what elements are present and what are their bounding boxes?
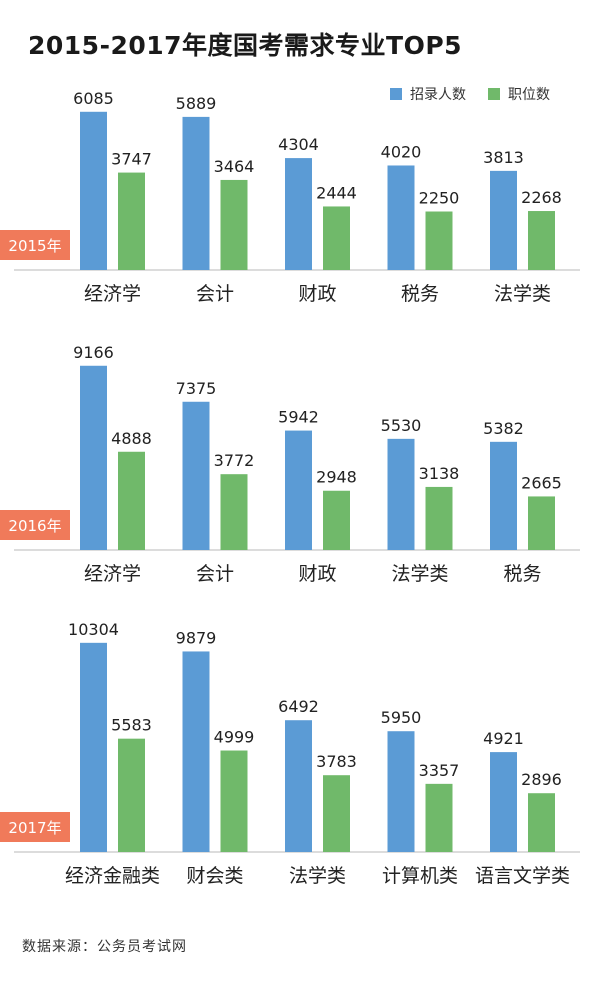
- data-label: 2896: [521, 770, 562, 789]
- data-label: 4921: [483, 729, 524, 748]
- year-tag: [0, 510, 70, 540]
- legend-item-series2: 职位数: [488, 84, 550, 104]
- bar-series1: [182, 116, 210, 270]
- bar-series1: [490, 752, 517, 852]
- legend-swatch-series1: [390, 88, 402, 100]
- data-label: 3747: [111, 150, 152, 169]
- data-label: 4888: [111, 429, 152, 448]
- bar-series1: [490, 170, 517, 270]
- data-label: 4304: [278, 135, 319, 154]
- category-label: 财政: [298, 283, 336, 305]
- data-label: 7375: [176, 379, 217, 398]
- bar-series1: [80, 111, 107, 270]
- data-label: 3464: [214, 157, 255, 176]
- category-label: 计算机类: [382, 865, 458, 887]
- data-label: 3783: [316, 752, 357, 771]
- legend-swatch-series2: [488, 88, 500, 100]
- data-label: 3357: [419, 761, 460, 780]
- bar-series1: [182, 401, 210, 550]
- data-label: 10304: [68, 620, 119, 639]
- data-label: 3813: [483, 148, 524, 167]
- year-tag-label: 2017年: [8, 819, 61, 837]
- legend: 招录人数 职位数: [390, 84, 550, 104]
- data-label: 5889: [176, 94, 217, 113]
- bar-series2: [528, 793, 555, 852]
- year-tag-label: 2016年: [8, 517, 61, 535]
- bar-series2: [528, 211, 555, 270]
- bar-series2: [118, 451, 145, 550]
- bar-series1: [387, 731, 415, 852]
- category-label: 财会类: [186, 865, 243, 887]
- category-label: 税务: [401, 283, 439, 305]
- data-label: 5382: [483, 419, 524, 438]
- data-label: 2444: [316, 183, 357, 202]
- bar-series2: [323, 206, 350, 270]
- data-label: 5583: [111, 716, 152, 735]
- bar-series2: [220, 750, 248, 852]
- data-label: 4020: [381, 142, 422, 161]
- data-source: 数据来源：公务员考试网: [22, 936, 187, 956]
- category-label: 税务: [503, 563, 541, 585]
- legend-item-series1: 招录人数: [390, 84, 466, 104]
- data-label: 3138: [419, 464, 460, 483]
- bar-series1: [182, 651, 210, 852]
- page-title: 2015-2017年度国考需求专业TOP5: [28, 31, 463, 60]
- category-label: 会计: [196, 283, 234, 305]
- legend-label-series2: 职位数: [508, 87, 550, 103]
- legend-label-series1: 招录人数: [410, 87, 466, 103]
- year-tag: [0, 230, 70, 260]
- bar-series2: [528, 496, 555, 550]
- bar-series2: [118, 738, 145, 852]
- data-label: 6492: [278, 697, 319, 716]
- category-label: 经济学: [84, 563, 141, 585]
- category-label: 语言文学类: [475, 865, 570, 887]
- category-label: 经济学: [84, 283, 141, 305]
- category-label: 法学类: [391, 563, 448, 585]
- category-label: 会计: [196, 563, 234, 585]
- bar-series2: [323, 490, 350, 550]
- category-label: 财政: [298, 563, 336, 585]
- data-label: 2268: [521, 188, 562, 207]
- bar-series2: [118, 172, 145, 270]
- source-label: 数据来源：: [22, 939, 97, 955]
- bar-series2: [220, 179, 248, 270]
- bar-series2: [425, 486, 453, 550]
- data-label: 6085: [73, 89, 114, 108]
- bar-series1: [387, 438, 415, 550]
- source-value: 公务员考试网: [97, 939, 187, 955]
- data-label: 5530: [381, 416, 422, 435]
- data-label: 5950: [381, 708, 422, 727]
- data-label: 2665: [521, 473, 562, 492]
- year-tag-label: 2015年: [8, 237, 61, 255]
- data-label: 5942: [278, 408, 319, 427]
- bar-series1: [80, 642, 107, 852]
- bar-series2: [220, 474, 248, 550]
- bar-series2: [323, 775, 350, 852]
- bar-series1: [285, 158, 312, 270]
- data-label: 2948: [316, 468, 357, 487]
- category-label: 法学类: [289, 865, 346, 887]
- year-tag: [0, 812, 70, 842]
- bar-series1: [490, 441, 517, 550]
- bar-series2: [425, 783, 453, 852]
- data-label: 4999: [214, 728, 255, 747]
- bar-series1: [387, 165, 415, 270]
- category-label: 经济金融类: [65, 865, 160, 887]
- bar-series1: [80, 365, 107, 550]
- data-label: 9879: [176, 628, 217, 647]
- data-label: 2250: [419, 189, 460, 208]
- bar-series1: [285, 430, 312, 550]
- data-label: 9166: [73, 343, 114, 362]
- bar-series2: [425, 211, 453, 270]
- category-label: 法学类: [494, 283, 551, 305]
- bar-series1: [285, 720, 312, 852]
- data-label: 3772: [214, 451, 255, 470]
